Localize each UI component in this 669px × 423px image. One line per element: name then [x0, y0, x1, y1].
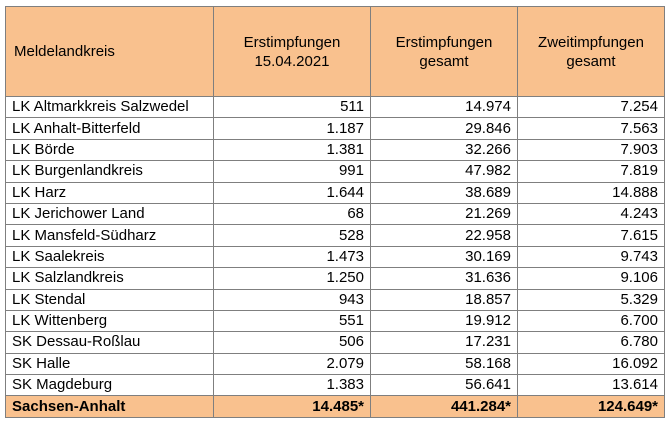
- row-name: LK Saalekreis: [5, 245, 214, 269]
- row-name: LK Börde: [5, 138, 214, 162]
- table-row: LK Wittenberg 551 19.912 6.700: [5, 309, 665, 333]
- row-erstimpfungen-total: 21.269: [370, 202, 518, 226]
- table-body: LK Altmarkkreis Salzwedel 511 14.974 7.254 L…: [5, 95, 665, 397]
- row-erstimpfungen-total: 32.266: [370, 138, 518, 162]
- row-name: LK Altmarkkreis Salzwedel: [5, 95, 214, 119]
- row-erstimpfungen-day: 943: [213, 288, 371, 311]
- total-erstimpfungen-day: 14.485*: [213, 395, 371, 419]
- header-row: Meldelandkreis Erstimpfungen 15.04.2021 …: [5, 6, 665, 97]
- row-name: LK Burgenlandkreis: [5, 160, 214, 183]
- row-name: SK Dessau-Roßlau: [5, 331, 214, 354]
- row-name: LK Stendal: [5, 288, 214, 311]
- header-meldelandkreis: Meldelandkreis: [5, 6, 214, 97]
- row-name: LK Jerichower Land: [5, 202, 214, 226]
- row-name: LK Wittenberg: [5, 309, 214, 333]
- table-row: LK Jerichower Land 68 21.269 4.243: [5, 202, 665, 226]
- row-name: LK Mansfeld-Südharz: [5, 224, 214, 247]
- total-erstimpfungen-total: 441.284*: [370, 395, 518, 419]
- row-zweitimpfungen-total: 13.614: [517, 374, 665, 397]
- row-zweitimpfungen-total: 4.243: [517, 202, 665, 226]
- row-erstimpfungen-total: 17.231: [370, 331, 518, 354]
- row-zweitimpfungen-total: 5.329: [517, 288, 665, 311]
- row-erstimpfungen-total: 30.169: [370, 245, 518, 269]
- row-zweitimpfungen-total: 9.743: [517, 245, 665, 269]
- row-erstimpfungen-total: 29.846: [370, 117, 518, 140]
- header-erstimpfungen-total-line2: gesamt: [419, 52, 469, 70]
- row-erstimpfungen-total: 14.974: [370, 95, 518, 119]
- row-erstimpfungen-day: 68: [213, 202, 371, 226]
- table-row: LK Anhalt-Bitterfeld 1.187 29.846 7.563: [5, 117, 665, 140]
- row-name: SK Magdeburg: [5, 374, 214, 397]
- header-zweitimpfungen-total: Zweitimpfungen gesamt: [517, 6, 665, 97]
- row-erstimpfungen-day: 511: [213, 95, 371, 119]
- table-header: Meldelandkreis Erstimpfungen 15.04.2021 …: [5, 6, 665, 97]
- row-zweitimpfungen-total: 7.819: [517, 160, 665, 183]
- row-erstimpfungen-day: 551: [213, 309, 371, 333]
- row-erstimpfungen-day: 528: [213, 224, 371, 247]
- row-erstimpfungen-total: 38.689: [370, 181, 518, 204]
- row-erstimpfungen-day: 1.381: [213, 138, 371, 162]
- vaccination-table: Meldelandkreis Erstimpfungen 15.04.2021 …: [5, 6, 665, 419]
- row-erstimpfungen-total: 47.982: [370, 160, 518, 183]
- row-erstimpfungen-day: 506: [213, 331, 371, 354]
- row-name: LK Harz: [5, 181, 214, 204]
- row-zweitimpfungen-total: 7.615: [517, 224, 665, 247]
- total-name: Sachsen-Anhalt: [5, 395, 214, 419]
- table-row: SK Dessau-Roßlau 506 17.231 6.780: [5, 331, 665, 354]
- row-erstimpfungen-day: 1.187: [213, 117, 371, 140]
- table-row: SK Halle 2.079 58.168 16.092: [5, 352, 665, 376]
- row-erstimpfungen-total: 22.958: [370, 224, 518, 247]
- table-row: LK Burgenlandkreis 991 47.982 7.819: [5, 160, 665, 183]
- row-zweitimpfungen-total: 9.106: [517, 267, 665, 290]
- row-erstimpfungen-day: 1.473: [213, 245, 371, 269]
- header-zweitimpfungen-total-line2: gesamt: [566, 52, 616, 70]
- row-zweitimpfungen-total: 7.563: [517, 117, 665, 140]
- table-row: LK Mansfeld-Südharz 528 22.958 7.615: [5, 224, 665, 247]
- row-name: LK Salzlandkreis: [5, 267, 214, 290]
- table-row: LK Harz 1.644 38.689 14.888: [5, 181, 665, 204]
- table-row: LK Stendal 943 18.857 5.329: [5, 288, 665, 311]
- row-erstimpfungen-day: 991: [213, 160, 371, 183]
- header-erstimpfungen-total: Erstimpfungen gesamt: [370, 6, 518, 97]
- row-erstimpfungen-total: 58.168: [370, 352, 518, 376]
- row-erstimpfungen-day: 2.079: [213, 352, 371, 376]
- row-zweitimpfungen-total: 7.254: [517, 95, 665, 119]
- row-erstimpfungen-day: 1.383: [213, 374, 371, 397]
- row-zweitimpfungen-total: 6.700: [517, 309, 665, 333]
- table-row: LK Salzlandkreis 1.250 31.636 9.106: [5, 267, 665, 290]
- header-erstimpfungen-day-line2: 15.04.2021: [254, 52, 330, 70]
- row-erstimpfungen-total: 18.857: [370, 288, 518, 311]
- header-erstimpfungen-total-line1: Erstimpfungen: [395, 33, 493, 51]
- row-name: SK Halle: [5, 352, 214, 376]
- row-erstimpfungen-total: 19.912: [370, 309, 518, 333]
- table-row: LK Börde 1.381 32.266 7.903: [5, 138, 665, 162]
- total-row: Sachsen-Anhalt 14.485* 441.284* 124.649*: [5, 395, 665, 419]
- row-erstimpfungen-day: 1.644: [213, 181, 371, 204]
- header-erstimpfungen-day: Erstimpfungen 15.04.2021: [213, 6, 371, 97]
- table-row: LK Saalekreis 1.473 30.169 9.743: [5, 245, 665, 269]
- header-zweitimpfungen-total-line1: Zweitimpfungen: [538, 33, 644, 51]
- row-zweitimpfungen-total: 7.903: [517, 138, 665, 162]
- row-erstimpfungen-day: 1.250: [213, 267, 371, 290]
- row-name: LK Anhalt-Bitterfeld: [5, 117, 214, 140]
- row-zweitimpfungen-total: 14.888: [517, 181, 665, 204]
- header-meldelandkreis-label: Meldelandkreis: [14, 43, 115, 60]
- table-footer: Sachsen-Anhalt 14.485* 441.284* 124.649*: [5, 395, 665, 419]
- row-zweitimpfungen-total: 16.092: [517, 352, 665, 376]
- table-row: LK Altmarkkreis Salzwedel 511 14.974 7.254: [5, 95, 665, 119]
- header-erstimpfungen-day-line1: Erstimpfungen: [243, 33, 341, 51]
- row-zweitimpfungen-total: 6.780: [517, 331, 665, 354]
- table-row: SK Magdeburg 1.383 56.641 13.614: [5, 374, 665, 397]
- row-erstimpfungen-total: 56.641: [370, 374, 518, 397]
- row-erstimpfungen-total: 31.636: [370, 267, 518, 290]
- total-zweitimpfungen-total: 124.649*: [517, 395, 665, 419]
